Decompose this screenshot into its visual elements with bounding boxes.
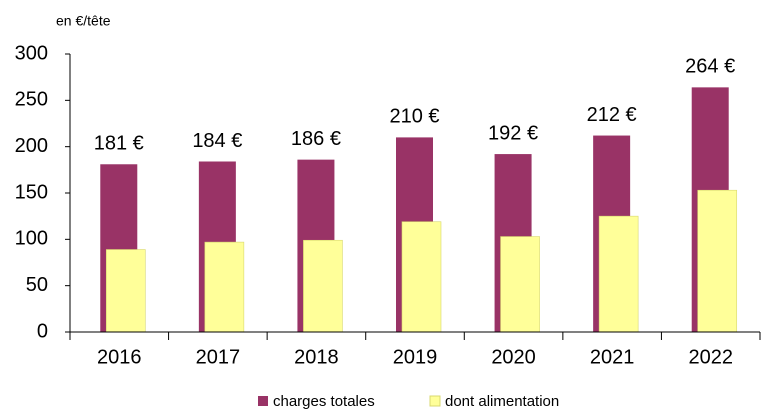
legend-label: charges totales [273, 393, 375, 410]
value-label: 184 € [192, 130, 242, 152]
x-tick-label: 2022 [688, 346, 733, 368]
value-label: 192 € [488, 122, 538, 144]
bar [204, 241, 245, 333]
y-tick-label: 250 [15, 89, 48, 111]
bar [105, 249, 146, 333]
value-label: 181 € [94, 133, 144, 155]
value-label: 210 € [389, 106, 439, 128]
bar [303, 239, 343, 333]
value-label: 212 € [587, 104, 637, 126]
bar [697, 189, 738, 333]
y-axis-label: en €/tête [56, 13, 111, 29]
value-label: 264 € [685, 56, 735, 78]
y-tick-label: 200 [15, 135, 48, 157]
x-tick-label: 2021 [590, 346, 635, 368]
bar [598, 215, 639, 333]
x-tick-label: 2018 [294, 346, 339, 368]
bar [500, 236, 540, 333]
x-tick-label: 2020 [491, 346, 536, 368]
x-tick-label: 2016 [97, 346, 142, 368]
x-tick-label: 2019 [393, 346, 438, 368]
bar [401, 221, 442, 333]
y-tick-label: 150 [15, 181, 48, 203]
x-tick-label: 2017 [196, 346, 241, 368]
legend-swatch [258, 396, 268, 406]
y-tick-label: 300 [15, 42, 48, 64]
y-tick-label: 0 [37, 320, 48, 342]
legend-label: dont alimentation [445, 393, 559, 410]
y-tick-label: 100 [15, 228, 48, 250]
value-label: 186 € [291, 128, 341, 150]
legend-swatch [429, 395, 441, 407]
y-tick-label: 50 [26, 274, 48, 296]
